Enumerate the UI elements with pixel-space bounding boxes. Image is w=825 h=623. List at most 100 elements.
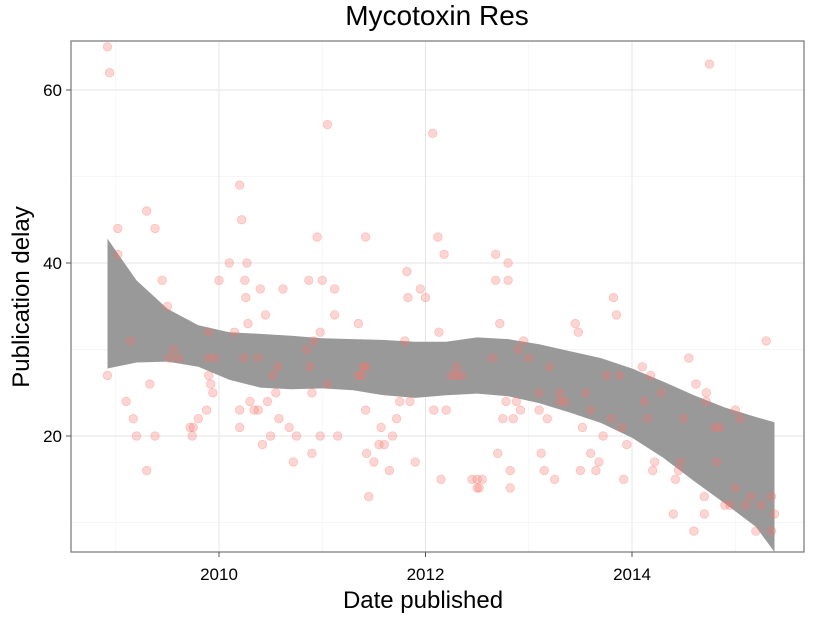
data-point	[236, 215, 247, 225]
data-point	[322, 379, 333, 389]
data-point	[428, 128, 438, 139]
data-point	[102, 42, 113, 52]
data-point	[113, 223, 123, 234]
data-point	[617, 422, 627, 433]
data-point	[102, 370, 113, 381]
y-tick-label: 20	[43, 427, 62, 446]
data-point	[451, 362, 462, 372]
data-point	[474, 483, 484, 493]
data-point	[104, 67, 115, 78]
x-tick-label: 2010	[200, 565, 238, 584]
data-point	[586, 405, 596, 415]
data-point	[315, 431, 325, 441]
data-point	[203, 353, 214, 363]
data-point	[498, 414, 508, 424]
data-point	[361, 448, 372, 459]
data-point	[735, 414, 746, 424]
data-point	[598, 431, 608, 441]
data-point	[766, 491, 777, 502]
data-point	[433, 232, 443, 242]
data-point	[555, 388, 565, 398]
data-point	[240, 275, 250, 286]
data-point	[193, 414, 204, 424]
data-point	[253, 353, 263, 363]
data-point	[255, 284, 265, 294]
data-point	[379, 439, 389, 450]
data-point	[580, 388, 591, 398]
data-point	[614, 370, 625, 381]
data-point	[273, 362, 283, 372]
data-point	[534, 405, 544, 415]
data-point	[128, 414, 139, 424]
data-point	[364, 491, 374, 502]
data-point	[309, 336, 319, 346]
data-point	[472, 483, 482, 493]
data-point	[322, 119, 333, 130]
data-point	[505, 483, 515, 493]
data-point	[689, 526, 699, 536]
data-point	[650, 457, 660, 467]
chart-title: Mycotoxin Res	[345, 0, 529, 31]
data-point	[594, 457, 604, 467]
data-point	[329, 310, 340, 320]
data-point	[224, 258, 235, 268]
data-point	[691, 379, 701, 389]
data-point	[262, 396, 273, 407]
y-tick-label: 40	[43, 254, 62, 273]
data-point	[239, 353, 249, 363]
data-point	[356, 370, 367, 381]
data-point	[302, 344, 312, 355]
data-point	[622, 439, 632, 450]
data-point	[524, 353, 534, 363]
data-point	[756, 500, 766, 510]
plot-border	[70, 40, 805, 553]
data-point	[145, 379, 155, 389]
data-point	[173, 353, 184, 363]
data-point	[709, 422, 720, 433]
data-point	[288, 457, 299, 467]
data-point	[586, 448, 596, 459]
data-point	[508, 414, 519, 424]
data-point	[503, 258, 513, 268]
data-point	[131, 431, 142, 441]
y-axis: 20 40 60	[43, 81, 71, 446]
data-point	[234, 180, 245, 190]
data-point	[715, 422, 725, 433]
data-point	[268, 370, 278, 381]
data-point	[495, 318, 505, 329]
data-point	[730, 483, 741, 493]
data-point	[315, 327, 325, 337]
data-point	[121, 396, 131, 407]
data-point	[188, 422, 198, 433]
data-point	[684, 353, 694, 363]
data-point	[125, 336, 135, 346]
data-point	[560, 396, 570, 407]
data-point	[405, 396, 415, 407]
data-point	[333, 431, 343, 441]
data-point	[725, 500, 735, 510]
data-point	[162, 301, 173, 312]
data-point	[491, 275, 501, 286]
y-tick-label: 60	[43, 81, 62, 100]
data-point	[539, 465, 549, 476]
data-point	[436, 474, 446, 485]
data-point	[501, 396, 511, 407]
data-point	[511, 396, 522, 407]
data-point	[675, 457, 686, 467]
data-point	[141, 465, 152, 476]
data-point	[601, 370, 611, 381]
data-point	[619, 474, 629, 485]
data-point	[284, 422, 294, 433]
data-point	[515, 405, 526, 415]
data-point	[384, 465, 395, 476]
data-point	[544, 362, 555, 372]
data-point	[536, 448, 546, 459]
data-point	[766, 526, 777, 536]
data-point	[769, 509, 780, 519]
data-point	[234, 422, 245, 433]
data-point	[491, 249, 501, 260]
data-point	[699, 491, 710, 502]
data-point	[746, 491, 756, 502]
data-point	[611, 310, 622, 320]
data-point	[317, 275, 328, 286]
